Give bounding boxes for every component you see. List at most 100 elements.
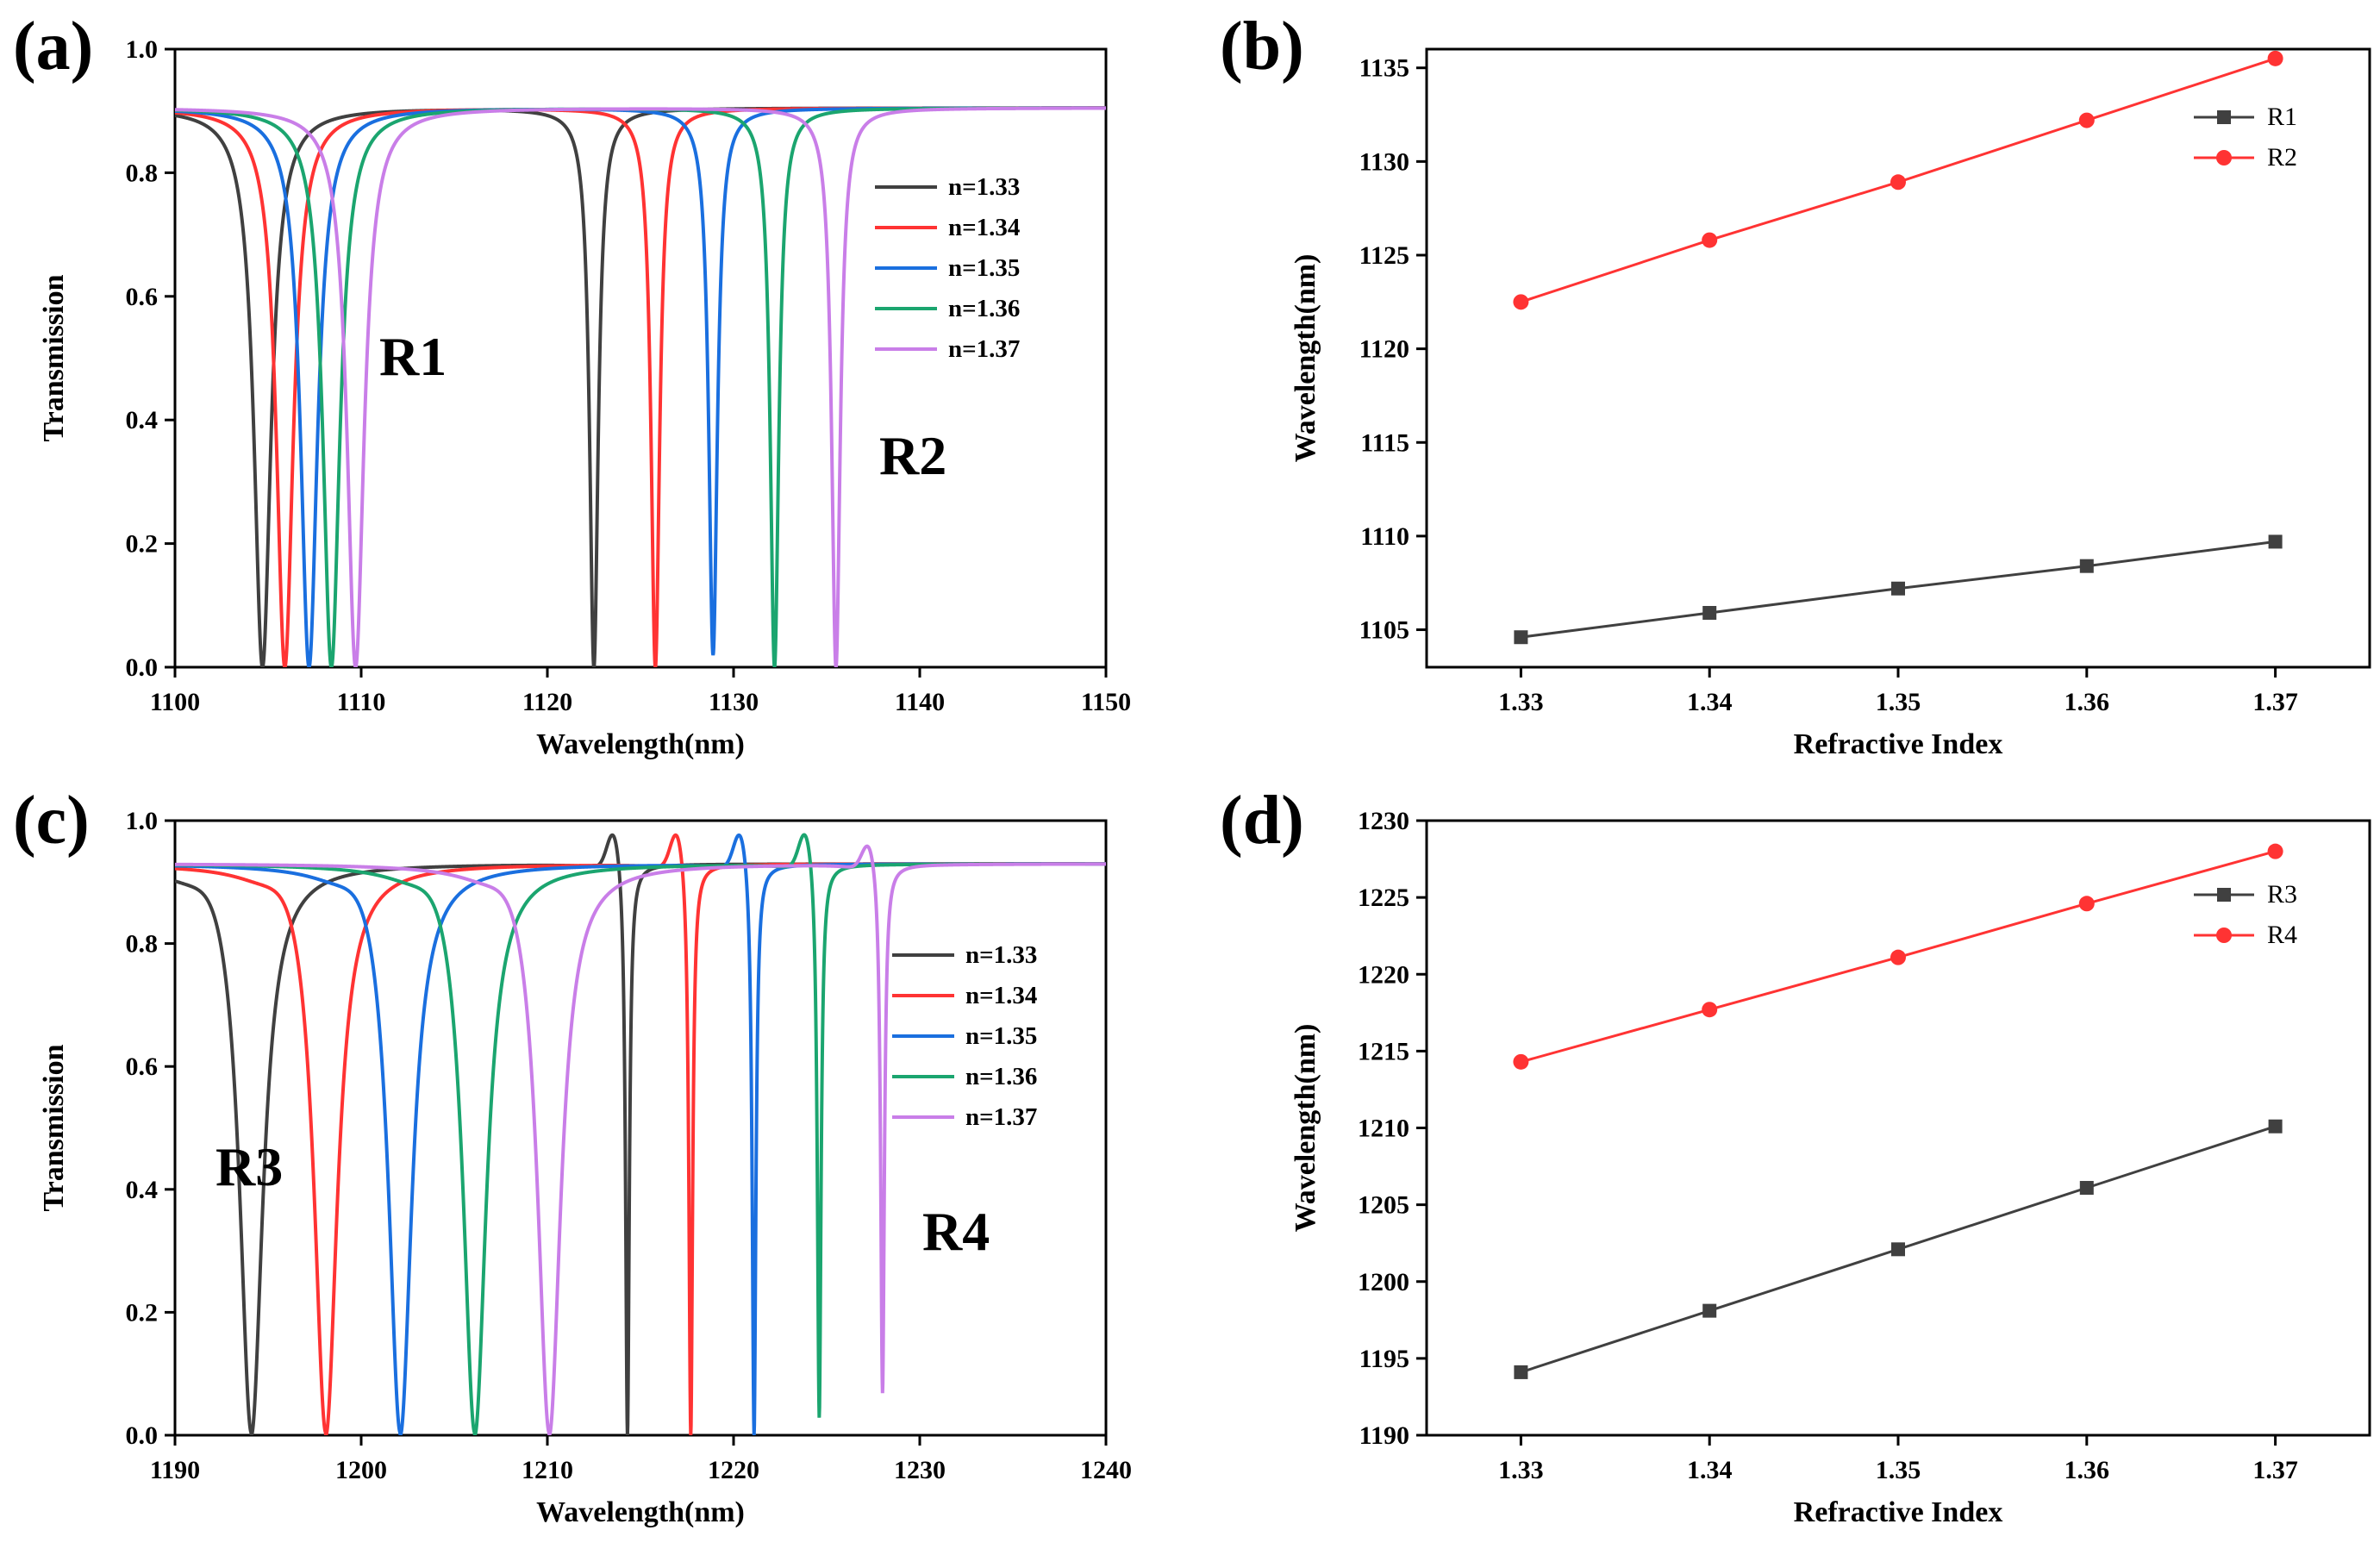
legend-label-n=1.33: n=1.33 bbox=[948, 173, 1020, 201]
data-point-R1 bbox=[1514, 630, 1528, 645]
x-tick-label: 1240 bbox=[1080, 1456, 1132, 1484]
x-tick-label: 1.36 bbox=[2065, 688, 2110, 716]
y-tick-label: 1115 bbox=[1360, 428, 1409, 457]
legend-label-R3: R3 bbox=[2267, 880, 2297, 909]
data-point-R1 bbox=[2268, 534, 2283, 549]
data-point-R3 bbox=[2079, 1181, 2094, 1196]
series-line-n=1.37 bbox=[175, 844, 1106, 1435]
x-tick-label: 1.33 bbox=[1498, 1456, 1544, 1484]
legend-label-R4: R4 bbox=[2267, 921, 2297, 949]
legend-label-n=1.35: n=1.35 bbox=[948, 254, 1020, 282]
legend-label-R2: R2 bbox=[2267, 143, 2297, 172]
legend-marker-R3 bbox=[2217, 888, 2231, 902]
y-tick-label: 0.0 bbox=[126, 653, 159, 682]
annotation-R4: R4 bbox=[922, 1201, 990, 1262]
series-line-n=1.35 bbox=[175, 833, 1106, 1435]
x-tick-label: 1200 bbox=[335, 1456, 387, 1484]
legend-label-R1: R1 bbox=[2267, 103, 2297, 131]
y-tick-label: 0.4 bbox=[126, 1176, 159, 1204]
y-tick-label: 1230 bbox=[1358, 807, 1409, 835]
data-point-R1 bbox=[1702, 605, 1717, 620]
annotation-R1: R1 bbox=[379, 326, 447, 387]
x-tick-label: 1110 bbox=[337, 688, 386, 716]
y-tick-label: 1215 bbox=[1358, 1037, 1409, 1065]
data-point-R2 bbox=[2267, 50, 2283, 66]
data-point-R3 bbox=[2268, 1119, 2283, 1134]
panel-d-wavelength-vs-index: 1.33 1.34 1.35 1.36 1.37 1190 1195 1200 1205 1210… bbox=[1220, 783, 2371, 1528]
x-tick-label: 1.35 bbox=[1876, 688, 1921, 716]
y-tick-label: 1200 bbox=[1358, 1268, 1409, 1296]
data-point-R2 bbox=[2078, 112, 2095, 128]
y-axis-title: Wavelength(nm) bbox=[1290, 1024, 1321, 1233]
panel-label: (c) bbox=[13, 783, 90, 859]
panel-label: (d) bbox=[1220, 783, 1304, 859]
legend-marker-R4 bbox=[2216, 928, 2232, 943]
y-tick-label: 1195 bbox=[1359, 1345, 1409, 1373]
data-point-R4 bbox=[1513, 1053, 1529, 1070]
panel-c-transmission-spectra: 1190 1200 1210 1220 1230 1240 0.0 0.2 0.4 0.6 0.8 1… bbox=[13, 783, 1132, 1528]
x-axis-title: Refractive Index bbox=[1794, 728, 2003, 760]
y-tick-label: 1130 bbox=[1359, 147, 1409, 176]
y-tick-label: 1205 bbox=[1358, 1191, 1409, 1220]
panel-a-transmission-spectra: 1100 1110 1120 1130 1140 1150 0.0 0.2 0.4 0.6 0.8 1… bbox=[13, 9, 1131, 760]
legend-label-n=1.35: n=1.35 bbox=[965, 1022, 1037, 1050]
x-tick-label: 1.34 bbox=[1687, 688, 1733, 716]
y-tick-label: 0.0 bbox=[126, 1421, 159, 1450]
x-tick-label: 1130 bbox=[709, 688, 759, 716]
legend-label-n=1.37: n=1.37 bbox=[965, 1103, 1037, 1131]
y-axis-title: Wavelength(nm) bbox=[1290, 254, 1321, 463]
x-tick-label: 1.36 bbox=[2065, 1456, 2110, 1484]
y-tick-label: 0.8 bbox=[126, 930, 159, 959]
data-point-R4 bbox=[1890, 949, 1906, 965]
data-point-R1 bbox=[1891, 581, 1905, 596]
data-point-R3 bbox=[1514, 1365, 1528, 1379]
legend-label-n=1.37: n=1.37 bbox=[948, 335, 1020, 363]
legend-label-n=1.36: n=1.36 bbox=[948, 295, 1020, 322]
plot-frame bbox=[1425, 819, 2371, 1437]
x-tick-label: 1140 bbox=[895, 688, 945, 716]
x-tick-label: 1230 bbox=[894, 1456, 946, 1484]
series-line-n=1.34 bbox=[175, 833, 1106, 1435]
x-axis-title: Refractive Index bbox=[1794, 1496, 2003, 1528]
y-tick-label: 0.2 bbox=[126, 530, 159, 559]
y-tick-label: 1190 bbox=[1359, 1421, 1409, 1450]
x-tick-label: 1190 bbox=[150, 1456, 200, 1484]
data-point-R2 bbox=[1702, 232, 1718, 248]
legend-label-n=1.34: n=1.34 bbox=[948, 214, 1020, 241]
series-line-n=1.33 bbox=[175, 833, 1106, 1435]
panel-b-wavelength-vs-index: 1.33 1.34 1.35 1.36 1.37 1105 1110 1115 1120 1125… bbox=[1220, 9, 2371, 760]
y-axis-title: Transmission bbox=[38, 1044, 70, 1211]
x-tick-label: 1.37 bbox=[2252, 1456, 2298, 1484]
data-point-R1 bbox=[2079, 559, 2094, 573]
y-tick-label: 0.8 bbox=[126, 159, 159, 187]
plot-frame bbox=[173, 47, 1108, 669]
annotation-R2: R2 bbox=[879, 425, 946, 486]
x-axis-title: Wavelength(nm) bbox=[536, 728, 745, 760]
data-point-R2 bbox=[1890, 174, 1906, 191]
series-line-n=1.37 bbox=[175, 106, 1106, 667]
x-tick-label: 1.37 bbox=[2252, 688, 2298, 716]
legend-marker-R1 bbox=[2217, 110, 2231, 124]
y-tick-label: 0.6 bbox=[126, 1052, 159, 1081]
legend-marker-R2 bbox=[2216, 150, 2232, 166]
legend-label-n=1.36: n=1.36 bbox=[965, 1063, 1037, 1090]
legend-label-n=1.33: n=1.33 bbox=[965, 941, 1037, 969]
y-tick-label: 0.6 bbox=[126, 283, 159, 311]
x-tick-label: 1150 bbox=[1081, 688, 1131, 716]
y-tick-label: 1220 bbox=[1358, 960, 1409, 989]
x-tick-label: 1120 bbox=[522, 688, 572, 716]
x-tick-label: 1.35 bbox=[1876, 1456, 1921, 1484]
data-point-R3 bbox=[1702, 1303, 1717, 1318]
annotation-R3: R3 bbox=[216, 1136, 283, 1197]
x-tick-label: 1.34 bbox=[1687, 1456, 1733, 1484]
y-tick-label: 1210 bbox=[1358, 1115, 1409, 1143]
y-tick-label: 1105 bbox=[1359, 616, 1409, 645]
data-point-R4 bbox=[1702, 1002, 1718, 1018]
data-point-R3 bbox=[1891, 1242, 1905, 1257]
x-tick-label: 1.33 bbox=[1498, 688, 1544, 716]
y-tick-label: 1125 bbox=[1359, 241, 1409, 270]
plot-frame bbox=[173, 819, 1108, 1437]
panel-label: (a) bbox=[13, 9, 93, 84]
plot-frame bbox=[1425, 47, 2371, 669]
